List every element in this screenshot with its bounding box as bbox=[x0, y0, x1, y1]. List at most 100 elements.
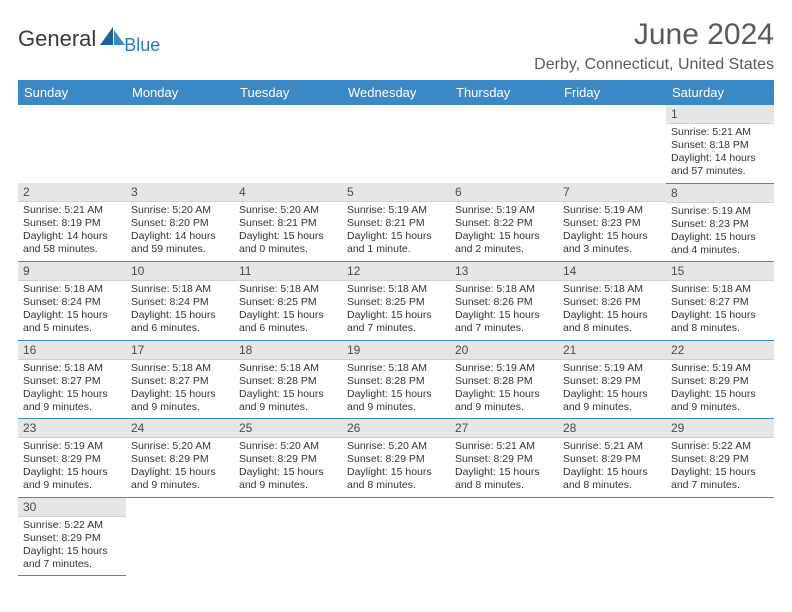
day-number: 26 bbox=[342, 419, 450, 438]
calendar-day-cell: 29Sunrise: 5:22 AMSunset: 8:29 PMDayligh… bbox=[666, 419, 774, 498]
day-details: Sunrise: 5:19 AMSunset: 8:22 PMDaylight:… bbox=[450, 202, 558, 261]
day-details: Sunrise: 5:18 AMSunset: 8:24 PMDaylight:… bbox=[18, 281, 126, 340]
day-number: 15 bbox=[666, 262, 774, 281]
calendar-day-cell: 21Sunrise: 5:19 AMSunset: 8:29 PMDayligh… bbox=[558, 340, 666, 419]
day-number: 28 bbox=[558, 419, 666, 438]
title-block: June 2024 Derby, Connecticut, United Sta… bbox=[534, 18, 774, 74]
day-number: 14 bbox=[558, 262, 666, 281]
day-details: Sunrise: 5:21 AMSunset: 8:29 PMDaylight:… bbox=[450, 438, 558, 497]
day-number: 20 bbox=[450, 341, 558, 360]
day-details: Sunrise: 5:18 AMSunset: 8:25 PMDaylight:… bbox=[234, 281, 342, 340]
calendar-empty-cell bbox=[18, 105, 126, 183]
calendar-day-cell: 28Sunrise: 5:21 AMSunset: 8:29 PMDayligh… bbox=[558, 419, 666, 498]
day-number: 16 bbox=[18, 341, 126, 360]
calendar-day-cell: 26Sunrise: 5:20 AMSunset: 8:29 PMDayligh… bbox=[342, 419, 450, 498]
day-number: 29 bbox=[666, 419, 774, 438]
calendar-day-cell: 1Sunrise: 5:21 AMSunset: 8:18 PMDaylight… bbox=[666, 105, 774, 183]
calendar-day-cell: 20Sunrise: 5:19 AMSunset: 8:28 PMDayligh… bbox=[450, 340, 558, 419]
day-number: 30 bbox=[18, 498, 126, 517]
calendar-body: 1Sunrise: 5:21 AMSunset: 8:18 PMDaylight… bbox=[18, 105, 774, 576]
weekday-header: Sunday bbox=[18, 80, 126, 105]
weekday-header: Friday bbox=[558, 80, 666, 105]
weekday-header-row: SundayMondayTuesdayWednesdayThursdayFrid… bbox=[18, 80, 774, 105]
day-details: Sunrise: 5:19 AMSunset: 8:23 PMDaylight:… bbox=[558, 202, 666, 261]
calendar-empty-cell bbox=[558, 497, 666, 576]
calendar-empty-cell bbox=[234, 497, 342, 576]
calendar-empty-cell bbox=[450, 497, 558, 576]
month-title: June 2024 bbox=[534, 18, 774, 52]
weekday-header: Thursday bbox=[450, 80, 558, 105]
generalblue-logo: General Blue bbox=[18, 18, 164, 52]
day-details: Sunrise: 5:18 AMSunset: 8:28 PMDaylight:… bbox=[234, 360, 342, 419]
day-number: 4 bbox=[234, 183, 342, 202]
weekday-header: Monday bbox=[126, 80, 234, 105]
day-details: Sunrise: 5:19 AMSunset: 8:29 PMDaylight:… bbox=[18, 438, 126, 497]
day-details: Sunrise: 5:18 AMSunset: 8:26 PMDaylight:… bbox=[558, 281, 666, 340]
calendar-day-cell: 16Sunrise: 5:18 AMSunset: 8:27 PMDayligh… bbox=[18, 340, 126, 419]
calendar-empty-cell bbox=[450, 105, 558, 183]
day-number: 3 bbox=[126, 183, 234, 202]
day-details: Sunrise: 5:22 AMSunset: 8:29 PMDaylight:… bbox=[666, 438, 774, 497]
day-number: 25 bbox=[234, 419, 342, 438]
calendar-table: SundayMondayTuesdayWednesdayThursdayFrid… bbox=[18, 80, 774, 576]
day-number: 19 bbox=[342, 341, 450, 360]
calendar-day-cell: 18Sunrise: 5:18 AMSunset: 8:28 PMDayligh… bbox=[234, 340, 342, 419]
day-details: Sunrise: 5:20 AMSunset: 8:20 PMDaylight:… bbox=[126, 202, 234, 261]
day-details: Sunrise: 5:21 AMSunset: 8:29 PMDaylight:… bbox=[558, 438, 666, 497]
calendar-week-row: 1Sunrise: 5:21 AMSunset: 8:18 PMDaylight… bbox=[18, 105, 774, 183]
day-number: 17 bbox=[126, 341, 234, 360]
calendar-week-row: 2Sunrise: 5:21 AMSunset: 8:19 PMDaylight… bbox=[18, 183, 774, 262]
calendar-empty-cell bbox=[126, 105, 234, 183]
day-details: Sunrise: 5:20 AMSunset: 8:21 PMDaylight:… bbox=[234, 202, 342, 261]
day-number: 12 bbox=[342, 262, 450, 281]
day-number: 1 bbox=[666, 105, 774, 124]
logo-text-general: General bbox=[18, 26, 96, 52]
calendar-week-row: 9Sunrise: 5:18 AMSunset: 8:24 PMDaylight… bbox=[18, 262, 774, 341]
weekday-header: Tuesday bbox=[234, 80, 342, 105]
calendar-day-cell: 5Sunrise: 5:19 AMSunset: 8:21 PMDaylight… bbox=[342, 183, 450, 262]
logo-sail-icon bbox=[100, 27, 126, 52]
day-details: Sunrise: 5:18 AMSunset: 8:24 PMDaylight:… bbox=[126, 281, 234, 340]
day-details: Sunrise: 5:20 AMSunset: 8:29 PMDaylight:… bbox=[234, 438, 342, 497]
calendar-empty-cell bbox=[342, 105, 450, 183]
calendar-empty-cell bbox=[558, 105, 666, 183]
calendar-day-cell: 9Sunrise: 5:18 AMSunset: 8:24 PMDaylight… bbox=[18, 262, 126, 341]
day-details: Sunrise: 5:18 AMSunset: 8:25 PMDaylight:… bbox=[342, 281, 450, 340]
day-number: 13 bbox=[450, 262, 558, 281]
calendar-day-cell: 10Sunrise: 5:18 AMSunset: 8:24 PMDayligh… bbox=[126, 262, 234, 341]
day-details: Sunrise: 5:21 AMSunset: 8:18 PMDaylight:… bbox=[666, 124, 774, 183]
weekday-header: Wednesday bbox=[342, 80, 450, 105]
calendar-empty-cell bbox=[342, 497, 450, 576]
day-number: 8 bbox=[666, 184, 774, 203]
calendar-day-cell: 14Sunrise: 5:18 AMSunset: 8:26 PMDayligh… bbox=[558, 262, 666, 341]
day-number: 18 bbox=[234, 341, 342, 360]
calendar-day-cell: 11Sunrise: 5:18 AMSunset: 8:25 PMDayligh… bbox=[234, 262, 342, 341]
calendar-day-cell: 12Sunrise: 5:18 AMSunset: 8:25 PMDayligh… bbox=[342, 262, 450, 341]
day-number: 23 bbox=[18, 419, 126, 438]
calendar-day-cell: 19Sunrise: 5:18 AMSunset: 8:28 PMDayligh… bbox=[342, 340, 450, 419]
day-number: 7 bbox=[558, 183, 666, 202]
calendar-day-cell: 23Sunrise: 5:19 AMSunset: 8:29 PMDayligh… bbox=[18, 419, 126, 498]
calendar-week-row: 16Sunrise: 5:18 AMSunset: 8:27 PMDayligh… bbox=[18, 340, 774, 419]
day-details: Sunrise: 5:21 AMSunset: 8:19 PMDaylight:… bbox=[18, 202, 126, 261]
calendar-week-row: 23Sunrise: 5:19 AMSunset: 8:29 PMDayligh… bbox=[18, 419, 774, 498]
day-details: Sunrise: 5:20 AMSunset: 8:29 PMDaylight:… bbox=[342, 438, 450, 497]
day-details: Sunrise: 5:19 AMSunset: 8:29 PMDaylight:… bbox=[558, 360, 666, 419]
calendar-day-cell: 8Sunrise: 5:19 AMSunset: 8:23 PMDaylight… bbox=[666, 183, 774, 262]
logo-text-blue: Blue bbox=[124, 35, 160, 56]
weekday-header: Saturday bbox=[666, 80, 774, 105]
day-number: 11 bbox=[234, 262, 342, 281]
day-number: 27 bbox=[450, 419, 558, 438]
calendar-day-cell: 22Sunrise: 5:19 AMSunset: 8:29 PMDayligh… bbox=[666, 340, 774, 419]
day-details: Sunrise: 5:18 AMSunset: 8:27 PMDaylight:… bbox=[126, 360, 234, 419]
day-number: 5 bbox=[342, 183, 450, 202]
calendar-empty-cell bbox=[666, 497, 774, 576]
calendar-week-row: 30Sunrise: 5:22 AMSunset: 8:29 PMDayligh… bbox=[18, 497, 774, 576]
day-details: Sunrise: 5:20 AMSunset: 8:29 PMDaylight:… bbox=[126, 438, 234, 497]
day-number: 6 bbox=[450, 183, 558, 202]
calendar-container: SundayMondayTuesdayWednesdayThursdayFrid… bbox=[18, 80, 774, 576]
day-details: Sunrise: 5:19 AMSunset: 8:21 PMDaylight:… bbox=[342, 202, 450, 261]
day-details: Sunrise: 5:19 AMSunset: 8:23 PMDaylight:… bbox=[666, 203, 774, 262]
day-number: 9 bbox=[18, 262, 126, 281]
calendar-day-cell: 24Sunrise: 5:20 AMSunset: 8:29 PMDayligh… bbox=[126, 419, 234, 498]
